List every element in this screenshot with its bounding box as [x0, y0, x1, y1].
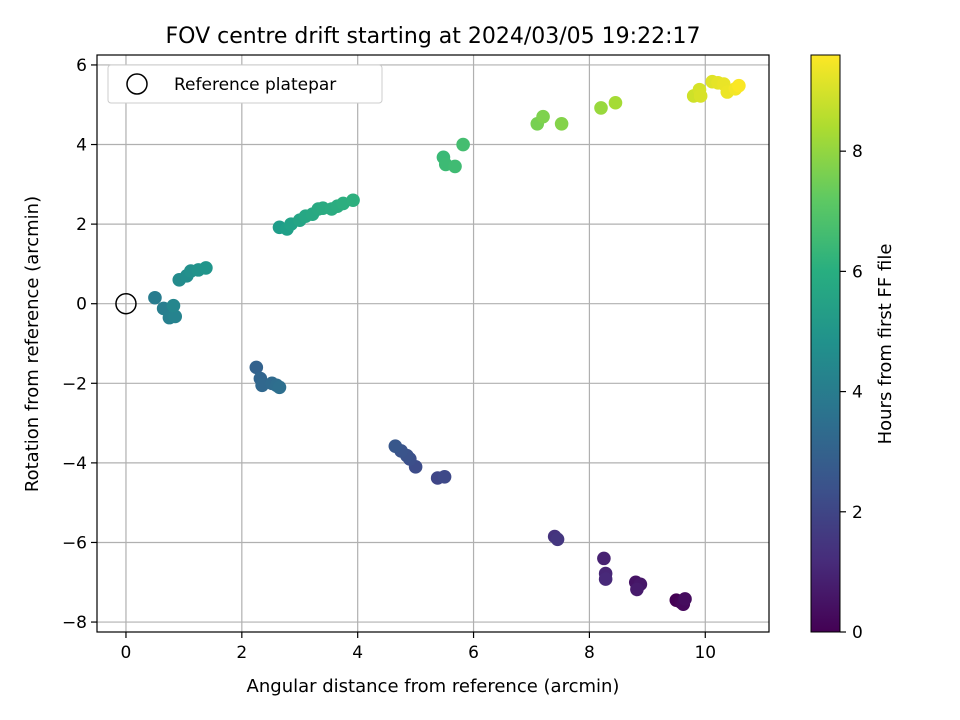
data-point	[199, 261, 213, 275]
legend: Reference platepar	[107, 64, 383, 104]
colorbar-label: Hours from first FF file	[875, 244, 896, 445]
x-tick-label: 8	[584, 643, 595, 663]
colorbar-tick-label: 8	[852, 142, 863, 162]
data-point	[168, 309, 183, 324]
colorbar-ticks: 0 2 4 6 8	[840, 142, 863, 643]
x-tick-label: 6	[468, 643, 479, 663]
data-point	[536, 109, 550, 124]
colorbar-gradient	[810, 54, 841, 633]
y-tick-label: −6	[62, 533, 87, 553]
data-point	[732, 78, 746, 93]
data-point	[346, 193, 360, 208]
grid-lines	[97, 55, 769, 632]
colorbar-tick-label: 4	[852, 383, 863, 403]
x-axis-ticks: 0 2 4 6 8 10	[121, 632, 716, 663]
colorbar-tick-label: 0	[852, 623, 863, 643]
y-tick-label: 0	[76, 295, 87, 315]
y-tick-label: 2	[76, 215, 87, 235]
data-point	[554, 117, 569, 131]
colorbar: 0 2 4 6 8 Hours from first FF file	[810, 54, 896, 643]
data-point	[630, 582, 644, 597]
data-point	[448, 159, 462, 174]
data-points	[148, 74, 746, 611]
data-point	[456, 137, 470, 152]
x-axis-label: Angular distance from reference (arcmin)	[247, 676, 620, 697]
x-tick-label: 2	[236, 643, 247, 663]
x-tick-label: 10	[694, 643, 716, 663]
data-point	[594, 101, 608, 115]
legend-box	[107, 64, 383, 104]
data-point	[598, 572, 613, 586]
y-tick-label: −8	[62, 613, 87, 633]
legend-entry-reference: Reference platepar	[174, 75, 336, 95]
y-axis-ticks: −8 −6 −4 −2 0 2 4 6	[62, 56, 97, 633]
reference-platepar-marker	[115, 292, 137, 315]
y-tick-label: 4	[76, 136, 87, 156]
data-point	[608, 95, 623, 110]
data-point	[148, 290, 162, 305]
colorbar-tick-label: 6	[852, 262, 863, 282]
y-tick-label: 6	[76, 56, 87, 76]
data-point	[249, 360, 264, 375]
data-point	[272, 380, 287, 395]
x-tick-label: 4	[352, 643, 363, 663]
data-point	[693, 89, 708, 103]
data-point	[166, 298, 181, 313]
data-point	[550, 532, 565, 547]
data-point	[597, 551, 611, 566]
plot-frame	[96, 54, 770, 633]
data-point	[437, 470, 452, 484]
y-tick-label: −4	[62, 454, 87, 474]
data-point	[388, 439, 403, 453]
chart-title: FOV centre drift starting at 2024/03/05 …	[166, 24, 701, 49]
y-axis-label: Rotation from reference (arcmin)	[22, 196, 43, 492]
legend-reference-icon	[126, 73, 148, 95]
y-tick-label: −2	[62, 374, 87, 394]
x-tick-label: 0	[121, 643, 132, 663]
colorbar-tick-label: 2	[852, 503, 863, 523]
data-point	[678, 592, 692, 606]
